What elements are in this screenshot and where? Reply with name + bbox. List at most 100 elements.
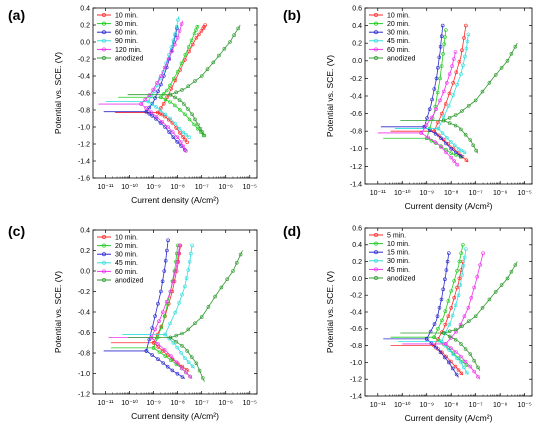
panel-c: (c) -1.2 -1.0 -0.8 -0.6 -0.4 -0.2 0.0 0.2 0.4 10⁻¹…: [8, 223, 258, 421]
legend-marker: [102, 21, 106, 26]
data-point: [457, 276, 462, 281]
data-point: [449, 359, 453, 364]
legend-marker: [374, 250, 378, 255]
data-point: [468, 138, 473, 142]
data-point: [196, 122, 200, 127]
legend: 10 min. 30 min. 60 min.90 min. 120 min.anod…: [97, 12, 144, 62]
legend-marker: [374, 233, 378, 237]
data-point: [462, 150, 467, 155]
x-tick-label: 10⁻⁶: [219, 400, 233, 407]
data-point: [437, 55, 442, 60]
x-axis-title: Current density (A/cm²): [405, 201, 493, 211]
data-point: [447, 360, 451, 365]
data-point: [192, 122, 196, 127]
y-tick-label: -1.0: [350, 360, 362, 367]
x-tick-label: 10⁻⁷: [469, 402, 483, 409]
y-tick-label: -0.8: [78, 350, 90, 357]
data-point: [437, 306, 442, 310]
y-tick-label: 0.4: [352, 242, 362, 249]
legend-marker: [102, 269, 106, 274]
data-point: [159, 106, 163, 110]
data-point: [462, 365, 466, 370]
legend-label: 10 min.: [115, 234, 138, 241]
data-point: [444, 150, 448, 155]
curve-anodic: [438, 34, 469, 129]
curve-anodic: [146, 24, 179, 112]
data-point: [154, 105, 158, 109]
data-point: [493, 290, 498, 294]
data-point: [176, 259, 180, 264]
data-point: [452, 295, 456, 300]
legend-label: 30 min.: [387, 30, 410, 37]
curve-cathodic: [443, 120, 478, 154]
data-point: [235, 260, 239, 265]
data-point: [462, 255, 467, 260]
curve-anodic: [433, 261, 464, 346]
data-point: [165, 364, 170, 369]
data-point: [162, 65, 167, 70]
data-point: [159, 289, 163, 294]
data-point: [192, 31, 197, 36]
y-tick-label: -0.2: [350, 293, 362, 300]
data-point: [159, 325, 164, 330]
data-point: [198, 126, 203, 131]
y-tick-label: 0.2: [80, 248, 90, 255]
data-point: [454, 372, 459, 377]
panel-label: (b): [283, 7, 301, 23]
curve-anodic: [426, 29, 447, 139]
data-point: [174, 126, 178, 130]
data-point: [168, 83, 172, 88]
x-axis-title: Current density (A/cm²): [131, 195, 219, 205]
data-point: [188, 374, 192, 379]
legend-marker: [374, 267, 378, 272]
x-tick-label: 10⁻¹⁰: [121, 399, 138, 407]
data-point: [475, 274, 479, 279]
data-point: [156, 302, 160, 306]
data-point: [440, 111, 444, 116]
series-5-min: [390, 259, 465, 376]
x-tick-label: 10⁻¹¹: [370, 402, 387, 409]
data-point: [190, 42, 195, 47]
data-point: [453, 123, 458, 128]
y-tick-label: -0.6: [350, 111, 362, 118]
data-point: [174, 360, 179, 364]
data-point: [181, 144, 186, 149]
data-point: [474, 148, 478, 153]
data-point: [162, 314, 167, 318]
data-point: [451, 352, 455, 357]
data-point: [455, 268, 459, 273]
data-point: [467, 103, 471, 108]
data-point: [183, 284, 187, 289]
data-point: [154, 117, 158, 121]
data-point: [219, 285, 224, 290]
data-point: [156, 357, 160, 361]
data-point: [471, 143, 475, 148]
data-point: [178, 108, 182, 112]
x-tick-label: 10⁻¹¹: [97, 184, 114, 191]
y-axis-title: Potential vs. SCE. (V): [53, 271, 63, 353]
curve-anodic: [146, 240, 169, 351]
panel-label: (d): [283, 223, 301, 239]
data-point: [171, 279, 175, 284]
data-point: [452, 279, 456, 283]
data-point: [173, 42, 177, 47]
data-point: [459, 354, 463, 359]
data-point: [438, 98, 442, 103]
data-point: [454, 153, 458, 157]
curve-anodic: [433, 25, 467, 132]
legend-label: 45 min.: [387, 38, 410, 45]
data-point: [171, 38, 176, 43]
plot-area: [103, 238, 243, 382]
data-point: [161, 310, 165, 314]
data-point: [187, 259, 192, 264]
legend-label: 5 min.: [387, 232, 406, 239]
y-tick-label: -0.4: [350, 309, 362, 316]
data-point: [173, 95, 177, 100]
data-point: [464, 363, 469, 367]
curve-cathodic: [170, 337, 205, 382]
data-point: [150, 102, 154, 106]
legend-label: anodized: [115, 277, 144, 284]
data-point: [173, 269, 178, 273]
data-point: [466, 306, 471, 310]
y-tick-label: -1.4: [78, 158, 90, 165]
